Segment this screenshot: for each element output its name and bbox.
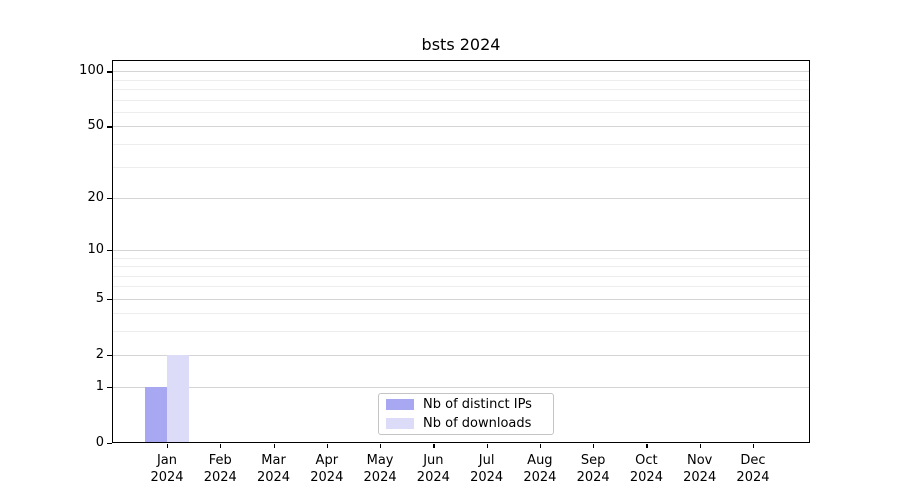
legend-label: Nb of distinct IPs [423, 396, 532, 412]
major-gridline-2 [112, 354, 810, 356]
x-tick-label-oct: Oct 2024 [616, 452, 676, 486]
x-tick-year: 2024 [736, 470, 770, 485]
minor-gridline-9 [112, 257, 810, 259]
y-tick-mark-20 [107, 197, 112, 200]
y-tick-label-2: 2 [95, 346, 104, 362]
plot-area [112, 60, 810, 443]
x-tick-month: Oct [635, 453, 658, 468]
y-tick-mark-2 [107, 354, 112, 356]
x-tick-year: 2024 [203, 470, 237, 485]
x-tick-month: Dec [740, 453, 766, 468]
y-tick-label-1: 1 [95, 379, 104, 395]
x-tick-month: Mar [261, 453, 286, 468]
legend-swatch-downloads [386, 418, 414, 429]
x-tick-year: 2024 [576, 470, 610, 485]
major-gridline-20 [112, 197, 810, 199]
y-tick-label-100: 100 [79, 63, 104, 79]
major-gridline-10 [112, 249, 810, 251]
x-tick-month: Nov [687, 453, 713, 468]
x-tick-year: 2024 [470, 470, 504, 485]
x-tick-label-jan: Jan 2024 [137, 452, 197, 486]
major-gridline-50 [112, 126, 810, 128]
x-tick-label-dec: Dec 2024 [723, 452, 783, 486]
x-tick-label-aug: Aug 2024 [510, 452, 570, 486]
bar-nb-of-distinct-ips-jan [145, 387, 167, 443]
x-tick-mark-dec [752, 444, 755, 448]
y-tick-label-5: 5 [95, 290, 104, 306]
x-tick-month: Jan [156, 453, 178, 468]
plot-frame [112, 60, 810, 443]
x-tick-month: Jun [423, 453, 444, 468]
x-tick-year: 2024 [629, 470, 663, 485]
major-gridline-100 [112, 71, 810, 73]
major-gridline-1 [112, 387, 810, 389]
legend-swatch-distinct-ips [386, 399, 414, 410]
x-tick-label-feb: Feb 2024 [190, 452, 250, 486]
minor-gridline-80 [112, 89, 810, 91]
major-gridline-5 [112, 298, 810, 300]
x-tick-mark-jun [433, 444, 435, 448]
minor-gridline-8 [112, 266, 810, 268]
legend-label: Nb of downloads [423, 415, 532, 431]
x-tick-mark-jan [167, 444, 169, 448]
x-tick-year: 2024 [150, 470, 184, 485]
x-tick-label-jul: Jul 2024 [457, 452, 517, 486]
y-tick-label-50: 50 [87, 118, 104, 134]
x-tick-year: 2024 [256, 470, 291, 485]
x-tick-mark-aug [539, 444, 542, 448]
x-tick-label-apr: Apr 2024 [297, 452, 357, 486]
x-tick-month: May [366, 453, 394, 468]
minor-gridline-7 [112, 275, 810, 277]
minor-gridline-90 [112, 79, 810, 81]
x-tick-label-may: May 2024 [350, 452, 410, 486]
x-tick-year: 2024 [416, 470, 450, 485]
bar-nb-of-downloads-jan [167, 354, 189, 443]
legend: Nb of distinct IPs Nb of downloads [378, 393, 554, 435]
y-tick-mark-0 [107, 443, 112, 445]
x-tick-year: 2024 [363, 470, 397, 485]
y-tick-mark-1 [107, 387, 112, 389]
minor-gridline-4 [112, 313, 810, 315]
x-tick-label-mar: Mar 2024 [244, 452, 304, 486]
y-tick-mark-10 [107, 249, 112, 252]
x-tick-mark-nov [699, 444, 701, 448]
x-tick-year: 2024 [523, 470, 557, 485]
y-tick-mark-50 [107, 126, 112, 128]
minor-gridline-3 [112, 331, 810, 333]
x-tick-year: 2024 [683, 470, 717, 485]
x-tick-label-jun: Jun 2024 [403, 452, 463, 486]
y-tick-label-0: 0 [95, 435, 104, 450]
x-tick-mark-mar [273, 444, 275, 448]
x-tick-mark-jul [486, 444, 488, 448]
minor-gridline-70 [112, 99, 810, 101]
y-tick-mark-100 [107, 71, 112, 73]
x-tick-year: 2024 [310, 470, 344, 485]
x-tick-month: Sep [580, 453, 606, 468]
x-tick-mark-may [380, 444, 382, 448]
x-tick-mark-sep [593, 444, 595, 448]
x-tick-mark-oct [646, 444, 648, 448]
x-tick-month: Apr [315, 453, 339, 468]
x-tick-label-nov: Nov 2024 [670, 452, 730, 486]
minor-gridline-30 [112, 166, 810, 168]
x-tick-label-sep: Sep 2024 [563, 452, 623, 486]
chart-title: bsts 2024 [421, 35, 501, 54]
x-tick-month: Aug [527, 453, 553, 468]
x-tick-month: Feb [208, 453, 232, 468]
y-tick-mark-5 [107, 298, 112, 300]
legend-item-downloads: Nb of downloads [386, 415, 553, 432]
x-tick-mark-feb [220, 444, 222, 448]
y-tick-label-10: 10 [87, 241, 104, 257]
minor-gridline-60 [112, 112, 810, 114]
x-tick-month: Jul [478, 453, 495, 468]
minor-gridline-40 [112, 144, 810, 146]
x-tick-mark-apr [326, 444, 328, 448]
legend-item-distinct-ips: Nb of distinct IPs [386, 396, 553, 413]
y-tick-label-20: 20 [87, 189, 104, 205]
minor-gridline-6 [112, 286, 810, 288]
